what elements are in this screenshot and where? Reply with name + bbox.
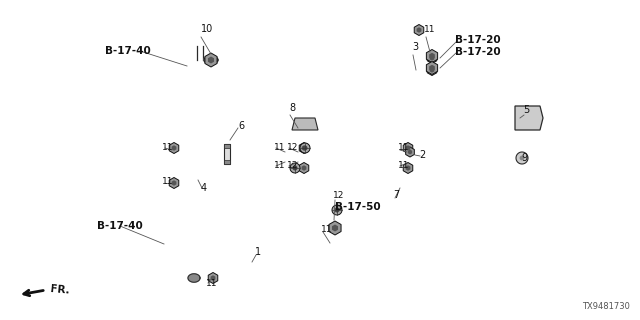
Text: 11: 11 [206,278,218,287]
Polygon shape [335,207,339,212]
Polygon shape [211,275,216,281]
Polygon shape [303,146,307,150]
Text: 12: 12 [333,190,344,199]
Polygon shape [169,142,179,154]
Polygon shape [429,65,435,71]
Polygon shape [428,52,436,63]
Polygon shape [205,53,217,67]
Polygon shape [290,163,300,173]
Text: 3: 3 [412,42,418,52]
Text: TX9481730: TX9481730 [582,302,630,311]
Text: B-17-20: B-17-20 [455,47,500,57]
Polygon shape [208,57,214,63]
Polygon shape [520,156,524,160]
Text: 11: 11 [162,178,173,187]
Polygon shape [292,118,318,130]
Polygon shape [300,143,310,153]
Polygon shape [417,27,421,33]
Text: B-17-50: B-17-50 [335,202,381,212]
Polygon shape [292,165,298,171]
Text: 11: 11 [398,143,410,153]
Text: 4: 4 [201,183,207,193]
Polygon shape [426,61,438,75]
Polygon shape [224,160,230,164]
Text: 11: 11 [321,226,333,235]
Polygon shape [332,205,342,215]
Text: 11: 11 [274,161,285,170]
Text: 10: 10 [201,24,213,34]
Text: 11: 11 [424,25,435,34]
Polygon shape [406,165,410,171]
Polygon shape [301,165,307,171]
Polygon shape [403,142,413,154]
Polygon shape [429,67,435,73]
Polygon shape [197,46,203,60]
Polygon shape [188,274,200,282]
Polygon shape [429,53,435,59]
Polygon shape [332,225,338,231]
Polygon shape [224,144,230,164]
Polygon shape [515,106,543,130]
Polygon shape [406,147,414,157]
Text: 5: 5 [523,105,529,115]
Polygon shape [516,152,528,164]
Polygon shape [426,50,438,62]
Text: 2: 2 [419,150,425,160]
Polygon shape [224,144,230,148]
Text: B-17-40: B-17-40 [97,221,143,231]
Polygon shape [169,178,179,188]
Polygon shape [406,145,410,151]
Text: 9: 9 [521,153,527,163]
Polygon shape [428,65,436,76]
Text: 8: 8 [289,103,295,113]
Polygon shape [408,149,412,155]
Polygon shape [204,56,218,64]
Text: 11: 11 [162,142,173,151]
Text: 11: 11 [274,142,285,151]
Text: 11: 11 [398,161,410,170]
Text: 6: 6 [238,121,244,131]
Polygon shape [301,145,307,151]
Polygon shape [414,25,424,36]
Polygon shape [300,142,308,154]
Polygon shape [172,180,177,186]
Polygon shape [429,55,435,61]
Polygon shape [329,221,341,235]
Text: 12: 12 [287,161,298,170]
Text: 7: 7 [393,190,399,200]
Text: 12: 12 [287,142,298,151]
Text: B-17-40: B-17-40 [105,46,151,56]
Text: 1: 1 [255,247,261,257]
Polygon shape [403,163,413,173]
Text: FR.: FR. [50,284,70,296]
Polygon shape [300,163,308,173]
Text: B-17-20: B-17-20 [455,35,500,45]
Polygon shape [208,273,218,284]
Polygon shape [172,145,177,151]
